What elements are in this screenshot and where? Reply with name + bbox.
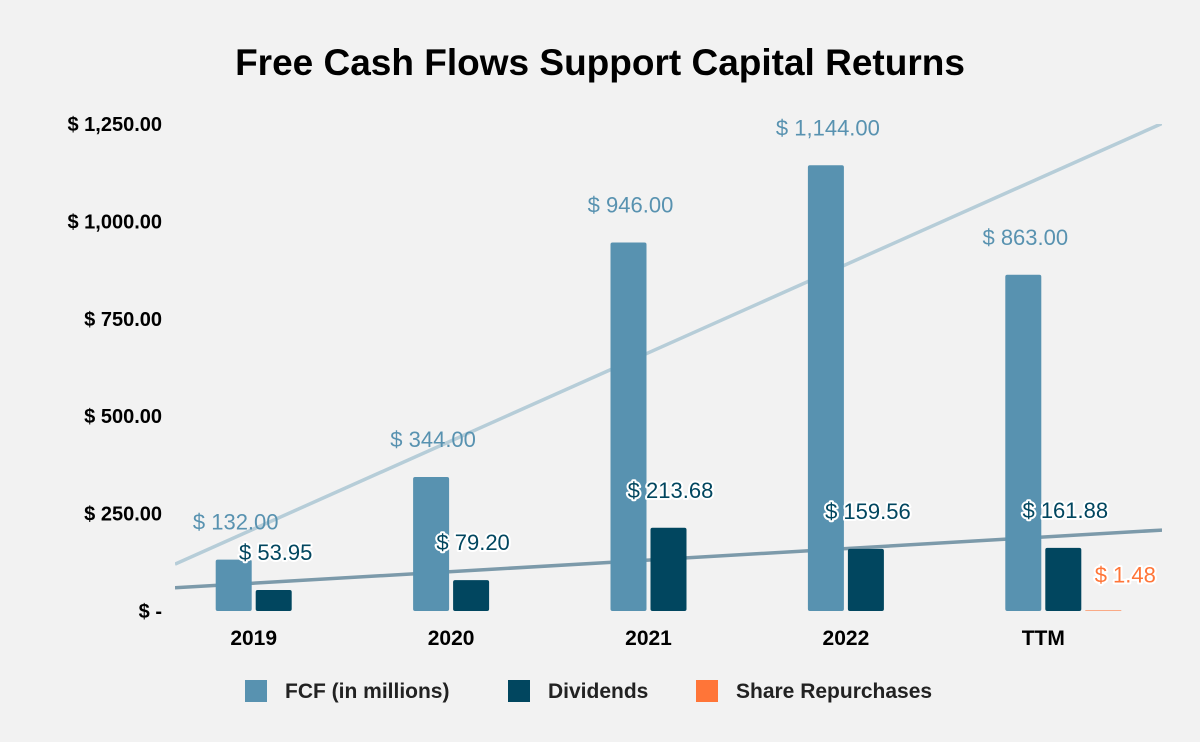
fcf-bar (807, 165, 844, 611)
x-tick-label: 2019 (230, 627, 277, 650)
share-repurchases-data-label: $ 1.48 (1095, 562, 1156, 587)
dividends-data-label: $ 159.56 (825, 499, 911, 524)
dividends-data-label: $ 161.88 (1022, 498, 1108, 523)
dividends-data-label: $ 53.95 (239, 540, 312, 565)
dividends-bar (847, 548, 884, 611)
legend-swatch (508, 680, 530, 702)
x-tick-label: 2020 (428, 627, 475, 650)
dividends-data-label: $ 213.68 (628, 478, 714, 503)
data-labels: $ 132.00 $ 344.00 $ 946.00 $ 1,144.00 $ 863.… (193, 115, 1158, 589)
dividends-bar (1045, 547, 1082, 611)
fcf-trendline (175, 124, 1162, 566)
fcf-data-label: $ 1,144.00 (776, 115, 880, 140)
y-tick-label: $ 1,000.00 (67, 211, 162, 233)
dividends-bar (650, 527, 687, 611)
fcf-data-label: $ 946.00 (588, 192, 674, 217)
y-tick-label: $ 250.00 (84, 504, 162, 526)
fcf-bar (215, 559, 252, 611)
x-tick-label: 2021 (625, 627, 672, 650)
dividends-bar (255, 589, 292, 611)
fcf-data-label: $ 863.00 (982, 225, 1068, 250)
fcf-data-label: $ 344.00 (390, 427, 476, 452)
dividends-data-label: $ 79.20 (436, 530, 509, 555)
legend-swatch (245, 680, 267, 702)
legend-label: Share Repurchases (736, 680, 932, 703)
legend: FCF (in millions) Dividends Share Repurcha… (245, 680, 932, 703)
legend-swatch (696, 680, 718, 702)
y-tick-label: $ 750.00 (84, 309, 162, 331)
legend-label: Dividends (548, 680, 648, 703)
x-axis: 2019 2020 2021 2022 TTM (230, 627, 1065, 650)
fcf-data-label: $ 132.00 (193, 510, 279, 535)
legend-label: FCF (in millions) (285, 680, 449, 703)
bars (215, 165, 1122, 611)
fcf-bar (1005, 274, 1042, 611)
chart-title: Free Cash Flows Support Capital Returns (235, 42, 965, 83)
x-tick-label: 2022 (823, 627, 870, 650)
fcf-bar (413, 476, 450, 611)
y-tick-label: $ 500.00 (84, 406, 162, 428)
x-tick-label: TTM (1022, 627, 1065, 650)
y-tick-label: $ 1,250.00 (67, 114, 162, 136)
dividends-bar (453, 580, 490, 611)
share-repurchases-bar (1085, 610, 1122, 611)
fcf-bar (610, 242, 647, 611)
y-tick-label: $ - (139, 601, 162, 623)
y-axis: $ - $ 250.00 $ 500.00 $ 750.00 $ 1,000.00 $ 1… (67, 114, 162, 623)
